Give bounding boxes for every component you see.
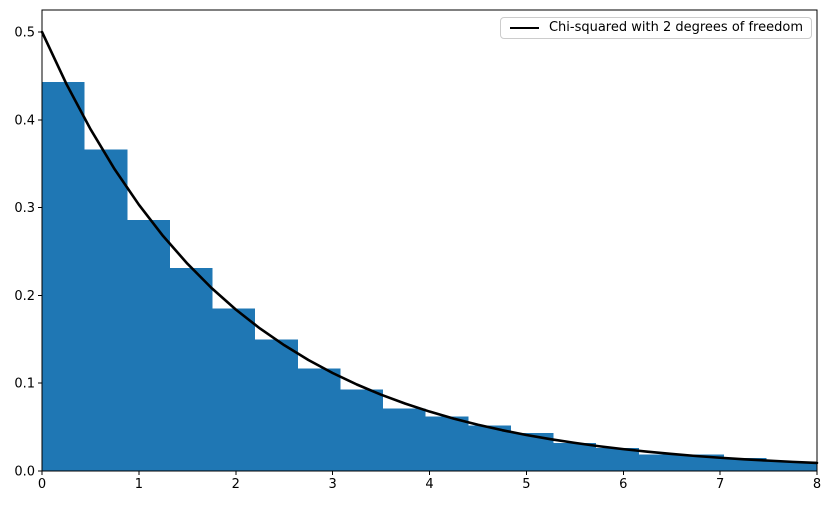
legend-line-sample [509, 27, 539, 29]
histogram-bar [468, 425, 511, 471]
x-tick-label: 7 [716, 477, 724, 492]
histogram-bar [255, 339, 298, 471]
y-tick-label: 0.3 [14, 201, 35, 216]
histogram-bars [42, 82, 817, 472]
histogram-bar [42, 82, 85, 471]
histogram-bar [127, 219, 170, 471]
histogram-bar [297, 368, 341, 471]
x-tick-label: 2 [232, 477, 240, 492]
histogram-bar [596, 448, 639, 471]
histogram-bar [169, 268, 213, 471]
histogram-bar [340, 389, 383, 471]
y-tick-label: 0.2 [14, 289, 35, 304]
legend: Chi-squared with 2 degrees of freedom [499, 17, 812, 39]
y-tick-label: 0.0 [14, 465, 35, 480]
x-tick-label: 5 [522, 477, 530, 492]
histogram-bar [84, 149, 128, 472]
histogram-bar [766, 461, 810, 471]
histogram-bar [425, 416, 469, 471]
histogram-bar [553, 442, 597, 471]
x-tick-label: 6 [619, 477, 627, 492]
x-tick-label: 4 [425, 477, 433, 492]
x-tick-label: 1 [135, 477, 143, 492]
y-tick-label: 0.5 [14, 26, 35, 41]
y-tick-label: 0.4 [14, 113, 35, 128]
x-tick-label: 8 [813, 477, 821, 492]
y-tick-label: 0.1 [14, 377, 35, 392]
x-tick-label: 0 [38, 477, 46, 492]
histogram-bar [383, 408, 426, 471]
histogram-bar [638, 454, 682, 471]
x-tick-label: 3 [328, 477, 336, 492]
legend-label: Chi-squared with 2 degrees of freedom [548, 20, 803, 35]
histogram-bar [212, 308, 256, 471]
pdf-curve [40, 30, 819, 465]
histogram-bar [809, 463, 817, 471]
